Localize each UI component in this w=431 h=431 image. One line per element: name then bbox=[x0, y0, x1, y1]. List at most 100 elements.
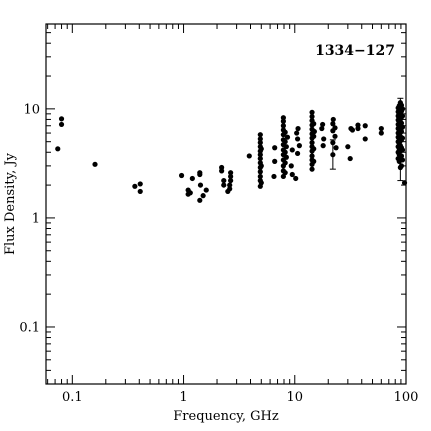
x-tick-labels: 0.1 1 10 100 bbox=[62, 390, 418, 405]
y-tick-label: 10 bbox=[23, 102, 40, 117]
y-tick-label: 1 bbox=[32, 211, 40, 226]
data-point bbox=[92, 161, 98, 167]
data-point bbox=[257, 155, 263, 162]
data-point bbox=[272, 145, 278, 151]
data-point bbox=[311, 133, 317, 139]
axis-ticks bbox=[46, 23, 407, 385]
y-axis-title: Flux Density, Jy bbox=[3, 152, 18, 255]
data-point bbox=[399, 106, 406, 112]
data-point bbox=[283, 154, 289, 160]
data-point bbox=[257, 132, 263, 138]
data-point bbox=[309, 166, 315, 172]
data-point bbox=[399, 124, 406, 130]
x-axis-title: Frequency, GHz bbox=[173, 409, 279, 424]
data-point bbox=[282, 139, 288, 145]
data-point bbox=[272, 158, 278, 164]
data-point bbox=[58, 121, 65, 128]
data-point bbox=[221, 182, 227, 188]
data-point bbox=[294, 150, 301, 157]
data-point bbox=[221, 177, 227, 184]
data-point bbox=[311, 128, 317, 135]
data-point bbox=[398, 128, 405, 135]
data-point bbox=[280, 118, 286, 124]
data-point bbox=[294, 130, 300, 136]
data-point bbox=[294, 136, 301, 142]
data-point bbox=[280, 115, 286, 121]
data-point bbox=[293, 175, 299, 182]
data-point bbox=[228, 170, 234, 176]
data-point bbox=[288, 163, 294, 169]
data-point bbox=[332, 133, 338, 139]
data-point bbox=[345, 144, 351, 150]
data-point bbox=[55, 146, 61, 152]
data-point bbox=[330, 152, 336, 158]
data-point bbox=[399, 113, 406, 119]
data-point bbox=[282, 149, 288, 155]
data-point bbox=[321, 136, 327, 142]
data-point bbox=[399, 147, 406, 153]
data-point bbox=[257, 152, 263, 158]
data-point bbox=[378, 130, 384, 136]
x-tick-label: 0.1 bbox=[62, 390, 83, 405]
data-point bbox=[284, 134, 291, 140]
data-point bbox=[228, 173, 234, 180]
data-point bbox=[258, 146, 264, 152]
data-point bbox=[296, 143, 302, 149]
data-point bbox=[257, 173, 263, 180]
x-tick-label: 100 bbox=[394, 390, 419, 405]
data-point bbox=[228, 177, 234, 184]
data-point bbox=[178, 172, 185, 179]
data-point bbox=[309, 153, 315, 159]
data-point bbox=[282, 160, 288, 166]
data-point bbox=[289, 171, 295, 178]
data-point bbox=[197, 171, 203, 178]
data-point bbox=[309, 113, 315, 120]
data-point bbox=[295, 125, 301, 132]
data-point bbox=[332, 125, 338, 131]
data-point bbox=[289, 147, 295, 153]
data-point bbox=[257, 136, 263, 142]
data-point bbox=[401, 180, 408, 186]
data-point bbox=[309, 140, 315, 146]
data-point bbox=[378, 125, 384, 132]
data-point bbox=[280, 123, 286, 129]
data-point bbox=[362, 136, 368, 142]
y-tick-label: 0.1 bbox=[19, 320, 40, 335]
data-point bbox=[257, 169, 263, 175]
data-point bbox=[137, 188, 143, 195]
data-point bbox=[399, 135, 406, 141]
data-point bbox=[257, 140, 263, 146]
data-point bbox=[333, 145, 339, 151]
plot-frame bbox=[45, 23, 407, 385]
data-point bbox=[355, 125, 361, 132]
data-point bbox=[319, 125, 325, 132]
data-point bbox=[347, 155, 353, 162]
data-point bbox=[398, 163, 405, 169]
data-point bbox=[320, 143, 326, 149]
data-point bbox=[330, 140, 336, 146]
data-point bbox=[197, 197, 203, 203]
data-point bbox=[398, 153, 405, 159]
data-point bbox=[197, 182, 204, 188]
data-point bbox=[309, 109, 315, 115]
data-point bbox=[187, 190, 193, 196]
data-point bbox=[258, 163, 264, 169]
data-point bbox=[330, 121, 336, 127]
data-point bbox=[219, 168, 225, 174]
data-point bbox=[399, 157, 406, 163]
data-point bbox=[311, 158, 317, 164]
data-point bbox=[282, 129, 288, 135]
data-points bbox=[55, 100, 408, 203]
data-point bbox=[282, 170, 288, 176]
data-point bbox=[246, 153, 252, 159]
data-point bbox=[200, 193, 206, 199]
data-point bbox=[311, 121, 317, 127]
data-point bbox=[189, 175, 195, 182]
data-point bbox=[132, 183, 138, 189]
data-point bbox=[398, 120, 405, 126]
data-point bbox=[362, 123, 368, 129]
data-point bbox=[227, 186, 233, 192]
data-point bbox=[311, 146, 317, 152]
data-point bbox=[330, 116, 336, 123]
data-point bbox=[258, 180, 264, 186]
